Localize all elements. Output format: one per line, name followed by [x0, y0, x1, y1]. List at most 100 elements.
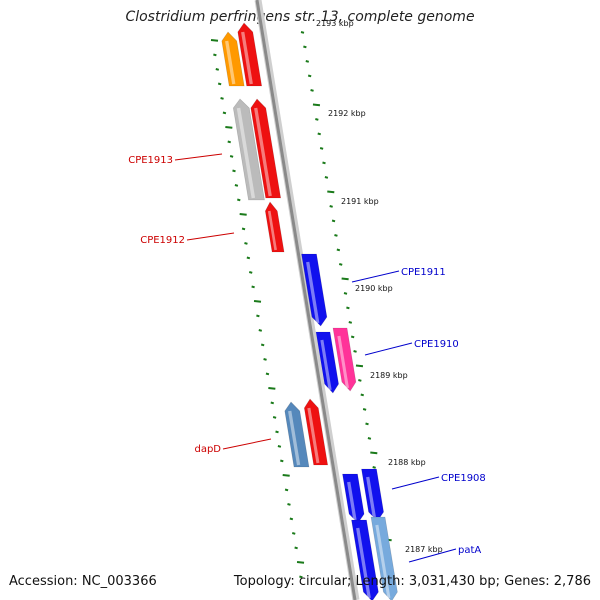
tick-mark [294, 546, 298, 550]
gene-feature-highlight [225, 40, 236, 85]
tick-mark [315, 118, 319, 121]
gene-feature-highlight [356, 527, 371, 599]
tick-mark [338, 263, 343, 266]
tick-mark [244, 242, 248, 245]
scale-labels: 2193 kbp 2192 kbp 2191 kbp 2190 kbp 2189 kbp… [316, 19, 443, 554]
gene-label[interactable]: CPE1908 [441, 473, 486, 484]
tick-mark [258, 329, 263, 332]
gene-label-leader [174, 153, 223, 161]
tick-mark [268, 387, 276, 390]
tick-mark [355, 364, 364, 368]
gene-feature-highlight [267, 210, 277, 251]
gene-feature-highlight [375, 524, 391, 599]
tick-mark [296, 561, 305, 564]
accession-text: Accession: NC_003366 [9, 574, 157, 589]
tick-mark [277, 445, 282, 448]
gene-feature-5[interactable] [264, 201, 285, 253]
tick-mark [272, 416, 277, 419]
gene-feature-6[interactable] [301, 253, 328, 327]
gene-feature-10[interactable] [303, 398, 329, 466]
gene-feature-highlight [241, 31, 253, 85]
gene-feature-highlight [347, 481, 357, 521]
gene-feature-8[interactable] [332, 327, 357, 392]
tick-mark [331, 219, 336, 223]
tick-mark [280, 459, 284, 463]
tick-mark [287, 503, 291, 506]
gene-feature-highlight [236, 107, 256, 199]
gene-feature-1[interactable] [221, 31, 245, 87]
tick-mark [263, 358, 267, 361]
tick-mark [299, 575, 303, 579]
tick-mark [217, 82, 222, 86]
gene-label[interactable]: CPE1911 [401, 267, 446, 278]
gene-label[interactable]: dapD [194, 444, 221, 455]
tick-mark [343, 292, 348, 295]
map-title: Clostridium perfringens str. 13, complet… [125, 9, 475, 25]
tick-mark [300, 31, 305, 34]
gene-feature-11[interactable] [342, 473, 365, 524]
tick-mark [225, 126, 233, 129]
gene-label[interactable]: CPE1910 [414, 339, 459, 350]
tick-mark [265, 372, 270, 376]
tick-mark [241, 227, 246, 231]
gene-feature-3[interactable] [232, 98, 265, 201]
tick-mark [222, 111, 227, 115]
tick-mark [289, 517, 294, 521]
gene-feature-highlight [366, 476, 377, 519]
gene-label[interactable]: patA [458, 545, 481, 556]
gene-feature-2[interactable] [237, 22, 263, 87]
tick-mark [246, 256, 251, 260]
gene-feature-highlight [307, 407, 320, 464]
tick-mark [282, 474, 290, 477]
tick-mark [215, 68, 220, 71]
tick-mark [365, 422, 369, 426]
tick-mark [303, 45, 307, 49]
gene-label-leader [364, 342, 413, 356]
tick-mark [322, 161, 326, 165]
tick-mark [317, 132, 321, 136]
scale-label: 2191 kbp [341, 197, 379, 206]
tick-mark [260, 343, 265, 347]
scale-label: 2190 kbp [355, 284, 393, 293]
scale-label: 2189 kbp [370, 371, 408, 380]
gene-feature-7[interactable] [315, 331, 339, 394]
tick-mark [307, 74, 312, 78]
tick-mark [210, 39, 219, 42]
scale-label: 2187 kbp [405, 545, 443, 554]
gene-label-leader [351, 270, 400, 283]
gene-label-leader [408, 548, 457, 563]
gene-label[interactable]: CPE1913 [128, 155, 173, 166]
tick-mark [346, 306, 350, 310]
tick-mark [329, 205, 333, 208]
gene-labels: CPE1913 CPE1912 CPE1911 CPE1910 dapD CPE1908 p… [128, 153, 486, 563]
gene-feature-highlight [337, 335, 349, 389]
gene-feature-14[interactable] [370, 516, 398, 600]
tick-mark [213, 53, 217, 57]
scale-label: 2192 kbp [328, 109, 366, 118]
gene-feature-9[interactable] [284, 401, 310, 468]
tick-mark [220, 97, 224, 100]
gene-feature-highlight [288, 410, 301, 466]
tick-mark [229, 155, 234, 158]
gene-label-leader [186, 232, 235, 241]
tick-mark [367, 437, 372, 440]
gene-feature-13[interactable] [351, 519, 379, 600]
tick-mark [319, 147, 324, 150]
tick-mark [324, 176, 329, 179]
gene-feature-4[interactable] [250, 98, 282, 199]
tick-mark [312, 103, 321, 107]
tick-mark [348, 321, 353, 324]
tick-mark [248, 271, 253, 274]
gene-feature-12[interactable] [361, 468, 384, 522]
inner-tick-track [210, 39, 305, 579]
tick-mark [358, 379, 362, 382]
tick-mark [370, 451, 378, 455]
gene-label[interactable]: CPE1912 [140, 235, 185, 246]
tick-mark [284, 488, 289, 492]
tick-mark [362, 408, 367, 411]
tick-mark [251, 285, 255, 289]
tick-mark [353, 350, 357, 353]
gene-feature-highlight [306, 261, 320, 324]
gene-label-leader [391, 476, 440, 490]
